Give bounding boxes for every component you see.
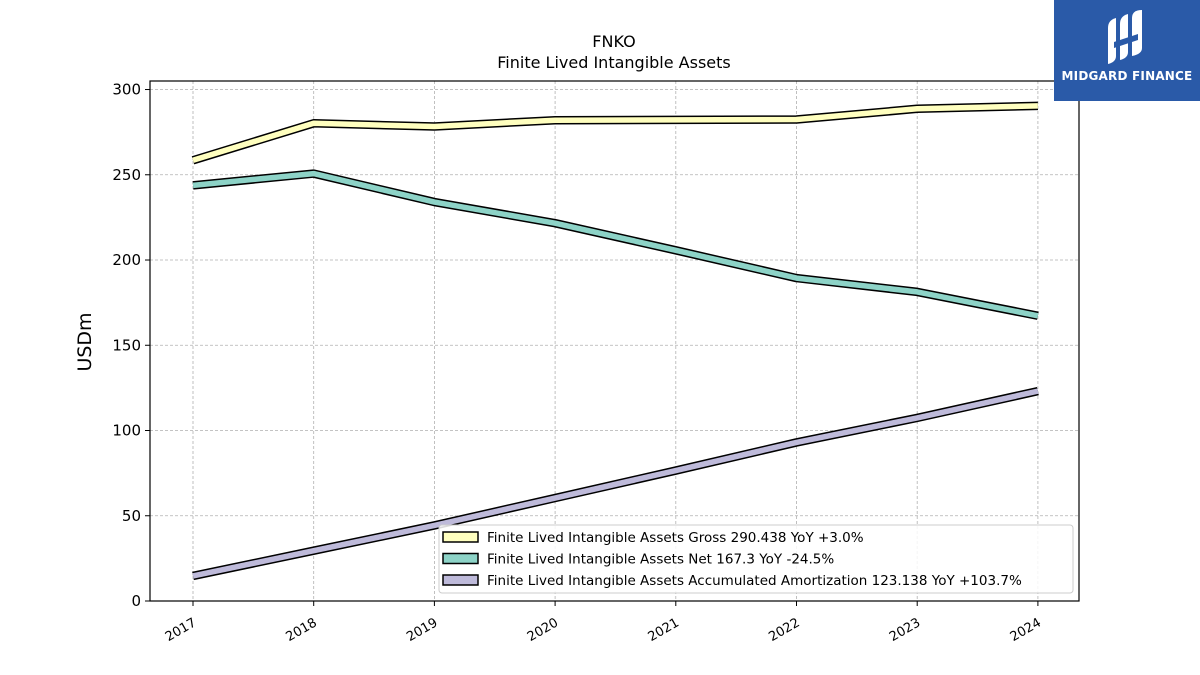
legend-swatch: [442, 531, 479, 543]
plot-frame: [149, 80, 1080, 602]
x-axis-ticks: 2017 2018 2019 2020 2021 2022 2023 2024: [163, 601, 1044, 645]
y-tick-label: 300: [112, 81, 141, 99]
legend-label: Finite Lived Intangible Assets Net 167.3…: [487, 552, 834, 568]
x-tick-label: 2017: [163, 615, 199, 645]
y-tick-label: 150: [112, 336, 141, 354]
series-line-outline: [191, 101, 1039, 165]
x-tick-label: 2023: [887, 615, 923, 645]
chart-subtitle: Finite Lived Intangible Assets: [497, 53, 730, 72]
y-tick-label: 0: [131, 592, 141, 610]
x-tick-label: 2019: [404, 615, 440, 645]
y-axis-ticks: 0 50 100 150 200 250 300: [112, 81, 150, 610]
y-axis-label: USDm: [74, 312, 96, 371]
x-tick-label: 2024: [1008, 615, 1044, 645]
y-tick-label: 50: [122, 507, 141, 525]
grid: [150, 81, 1079, 602]
legend: Finite Lived Intangible Assets Gross 290…: [438, 524, 1074, 594]
midgard-m-logo-icon: [1108, 10, 1142, 64]
series-line: [192, 170, 1039, 319]
y-tick-label: 250: [112, 166, 141, 184]
series-line: [192, 388, 1039, 579]
logo-text: MIDGARD FINANCE: [1061, 69, 1193, 83]
series-line: [192, 103, 1038, 163]
legend-swatch: [442, 552, 479, 565]
legend-label: Finite Lived Intangible Assets Accumulat…: [487, 573, 1022, 589]
midgard-finance-logo: MIDGARD FINANCE: [1054, 0, 1200, 101]
x-tick-label: 2021: [646, 615, 682, 645]
x-tick-label: 2018: [284, 615, 320, 645]
x-tick-label: 2022: [766, 615, 802, 645]
chart-title: FNKO: [592, 32, 635, 51]
series-line-outline: [192, 169, 1039, 320]
legend-label: Finite Lived Intangible Assets Gross 290…: [487, 530, 864, 546]
y-tick-label: 200: [112, 251, 141, 269]
y-tick-label: 100: [112, 422, 141, 440]
x-tick-label: 2020: [525, 615, 561, 645]
legend-swatch: [442, 574, 479, 586]
series-lines: [191, 101, 1039, 581]
legend-frame: [438, 524, 1074, 594]
